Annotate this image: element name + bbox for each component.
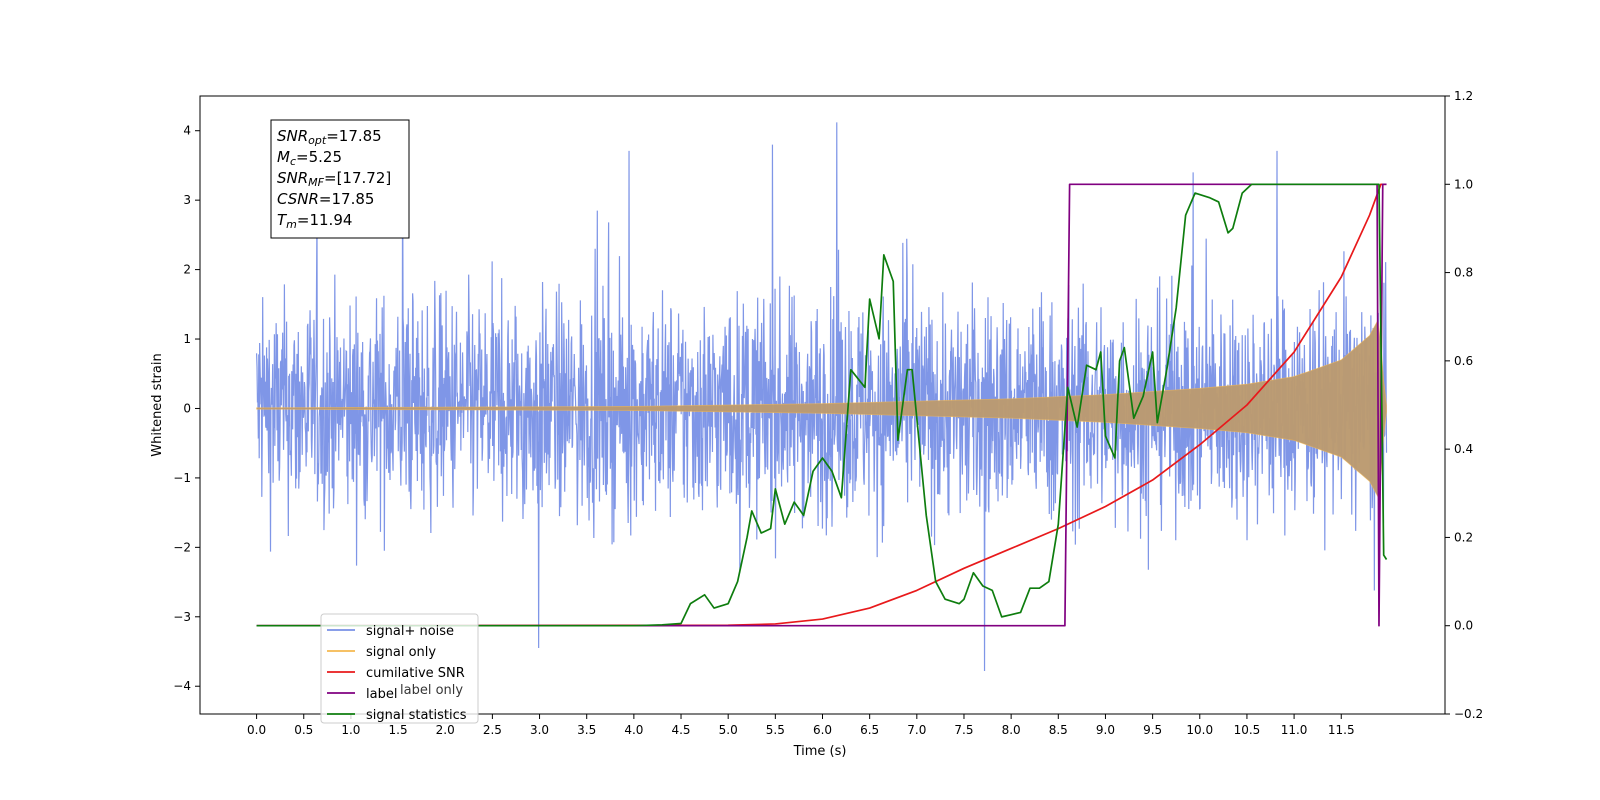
x-tick-label: 7.0 (907, 723, 926, 737)
series-signal-only-band (256, 318, 1387, 499)
y2-tick-label: 0.4 (1454, 442, 1473, 456)
x-tick-label: 5.5 (766, 723, 785, 737)
x-tick-label: 6.0 (813, 723, 832, 737)
y-tick-label: 1 (183, 332, 191, 346)
y-axis-label: Whitened strain (150, 353, 165, 456)
legend-entry-label: cumilative SNR (366, 666, 465, 681)
y-tick-label: 4 (183, 124, 191, 138)
x-tick-label: 3.0 (530, 723, 549, 737)
annotation-line: SNRMF=[17.72] (277, 169, 391, 189)
x-tick-label: 2.5 (483, 723, 502, 737)
x-tick-label: 5.0 (719, 723, 738, 737)
annotation-box: SNRopt=17.85Mc=5.25SNRMF=[17.72]CSNR=17.… (270, 119, 410, 239)
x-axis-label: Time (s) (793, 744, 847, 759)
x-tick-label: 8.0 (1002, 723, 1021, 737)
series-cumulative-snr-line (256, 183, 1387, 627)
series-signal-statistics-line (256, 183, 1388, 627)
legend-entry-label: signal statistics (366, 708, 467, 723)
x-tick-label: 11.0 (1281, 723, 1308, 737)
legend-entry-label: label (366, 687, 397, 702)
y-axis-left: 4 3 2 1 0 −1 −2 −3 −4 (173, 124, 200, 693)
y-axis-right: 1.2 1.0 0.8 0.6 0.4 0.2 0.0 −0.2 (1445, 89, 1483, 721)
y2-tick-label: 0.6 (1454, 354, 1473, 368)
annotation-box-frame (270, 119, 410, 239)
y2-tick-label: −0.2 (1454, 707, 1483, 721)
x-tick-label: 10.0 (1186, 723, 1213, 737)
y2-tick-label: 1.0 (1454, 177, 1473, 191)
y-tick-label: −2 (173, 540, 191, 554)
y-tick-label: −4 (173, 679, 191, 693)
legend-frame (320, 613, 479, 724)
y2-tick-label: 0.8 (1454, 266, 1473, 280)
x-tick-label: 9.5 (1143, 723, 1162, 737)
legend-entry-label: signal+ noise (366, 624, 454, 639)
annotation-line: Mc=5.25 (277, 148, 342, 168)
x-tick-label: 4.0 (624, 723, 643, 737)
plot-area (199, 95, 1446, 715)
x-tick-label: 6.5 (860, 723, 879, 737)
y-tick-label: −3 (173, 610, 191, 624)
y2-tick-label: 1.2 (1454, 89, 1473, 103)
x-tick-label: 4.5 (671, 723, 690, 737)
x-tick-label: 1.0 (341, 723, 360, 737)
annotation-lines: SNRopt=17.85Mc=5.25SNRMF=[17.72]CSNR=17.… (277, 127, 391, 231)
x-tick-label: 0.0 (247, 723, 266, 737)
x-tick-label: 7.5 (954, 723, 973, 737)
annotation-line: SNRopt=17.85 (277, 127, 382, 147)
x-tick-label: 9.0 (1096, 723, 1115, 737)
y-tick-label: 2 (183, 263, 191, 277)
annotation-line: Tm=11.94 (277, 211, 352, 231)
y-tick-label: 3 (183, 193, 191, 207)
annotation-line: CSNR=17.85 (277, 190, 374, 208)
x-tick-label: 1.5 (389, 723, 408, 737)
x-tick-label: 2.0 (436, 723, 455, 737)
legend-occluded-text: label only (400, 683, 463, 698)
x-tick-label: 8.5 (1049, 723, 1068, 737)
x-tick-label: 3.5 (577, 723, 596, 737)
x-axis: 0.0 0.5 1.0 1.5 2.0 2.5 3.0 3.5 4.0 4.5 5.0 5.5 6.0 6… (247, 714, 1355, 737)
y2-tick-label: 0.0 (1454, 619, 1473, 633)
x-tick-label: 0.5 (294, 723, 313, 737)
series-layer (255, 122, 1388, 671)
legend-entry-label: signal only (366, 645, 436, 660)
x-tick-label: 10.5 (1234, 723, 1261, 737)
y-tick-label: 0 (183, 401, 191, 415)
legend: label only signal+ noise signal only cumila… (320, 613, 479, 724)
y2-tick-label: 0.2 (1454, 530, 1473, 544)
x-tick-label: 11.5 (1328, 723, 1355, 737)
y-tick-label: −1 (173, 471, 191, 485)
